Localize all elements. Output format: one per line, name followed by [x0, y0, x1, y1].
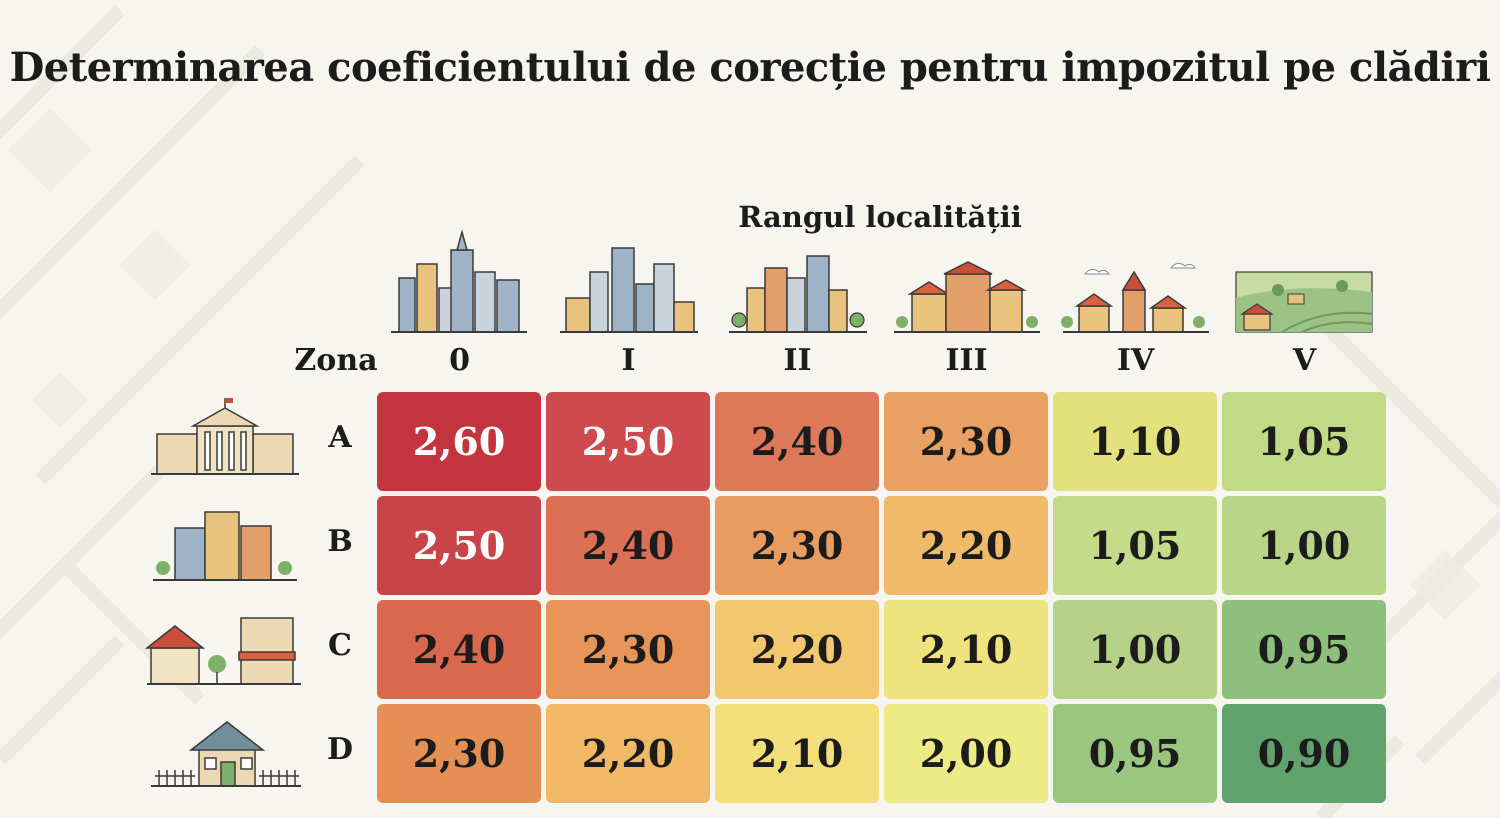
village-countryside-icon — [1235, 271, 1373, 333]
cell-d-1: 2,20 — [546, 704, 710, 803]
cell-c-3: 2,10 — [884, 600, 1048, 699]
cell-a-3: 2,30 — [884, 392, 1048, 491]
y-axis-title: Zona — [294, 343, 378, 378]
cell-c-2: 2,20 — [715, 600, 879, 699]
cell-d-4: 0,95 — [1053, 704, 1217, 803]
cell-b-1: 2,40 — [546, 496, 710, 595]
large-city-skyline-icon — [560, 247, 698, 333]
cell-d-5: 0,90 — [1222, 704, 1386, 803]
page-title: Determinarea coeficientului de corecție … — [9, 44, 1491, 91]
metropolis-skyline-icon — [391, 229, 527, 333]
column-header-0: 0 — [449, 343, 470, 378]
cell-b-0: 2,50 — [377, 496, 541, 595]
cell-a-0: 2,60 — [377, 392, 541, 491]
cell-a-5: 1,05 — [1222, 392, 1386, 491]
column-header-3: III — [945, 343, 988, 378]
city-hall-icon — [151, 398, 299, 475]
row-header-d: D — [326, 732, 353, 767]
row-header-a: A — [328, 420, 352, 455]
column-header-2: II — [783, 343, 812, 378]
cell-c-1: 2,30 — [546, 600, 710, 699]
row-header-c: C — [328, 628, 352, 663]
cell-d-2: 2,10 — [715, 704, 879, 803]
single-house-icon — [151, 721, 301, 787]
cell-c-0: 2,40 — [377, 600, 541, 699]
column-header-1: I — [621, 343, 636, 378]
cell-d-3: 2,00 — [884, 704, 1048, 803]
houses-and-shop-icon — [145, 617, 301, 685]
cell-a-4: 1,10 — [1053, 392, 1217, 491]
column-header-4: IV — [1116, 343, 1155, 378]
apartment-blocks-icon — [153, 511, 297, 581]
small-town-icon — [1061, 262, 1209, 333]
cell-b-5: 1,00 — [1222, 496, 1386, 595]
cell-b-2: 2,30 — [715, 496, 879, 595]
cell-d-0: 2,30 — [377, 704, 541, 803]
cell-b-3: 2,20 — [884, 496, 1048, 595]
cell-b-4: 1,05 — [1053, 496, 1217, 595]
x-axis-title: Rangul localității — [738, 200, 1022, 234]
city-skyline-icon — [729, 255, 867, 333]
cell-a-1: 2,50 — [546, 392, 710, 491]
column-header-5: V — [1292, 343, 1317, 378]
town-buildings-icon — [894, 261, 1040, 333]
cell-c-5: 0,95 — [1222, 600, 1386, 699]
cell-a-2: 2,40 — [715, 392, 879, 491]
row-header-b: B — [327, 524, 353, 559]
cell-c-4: 1,00 — [1053, 600, 1217, 699]
